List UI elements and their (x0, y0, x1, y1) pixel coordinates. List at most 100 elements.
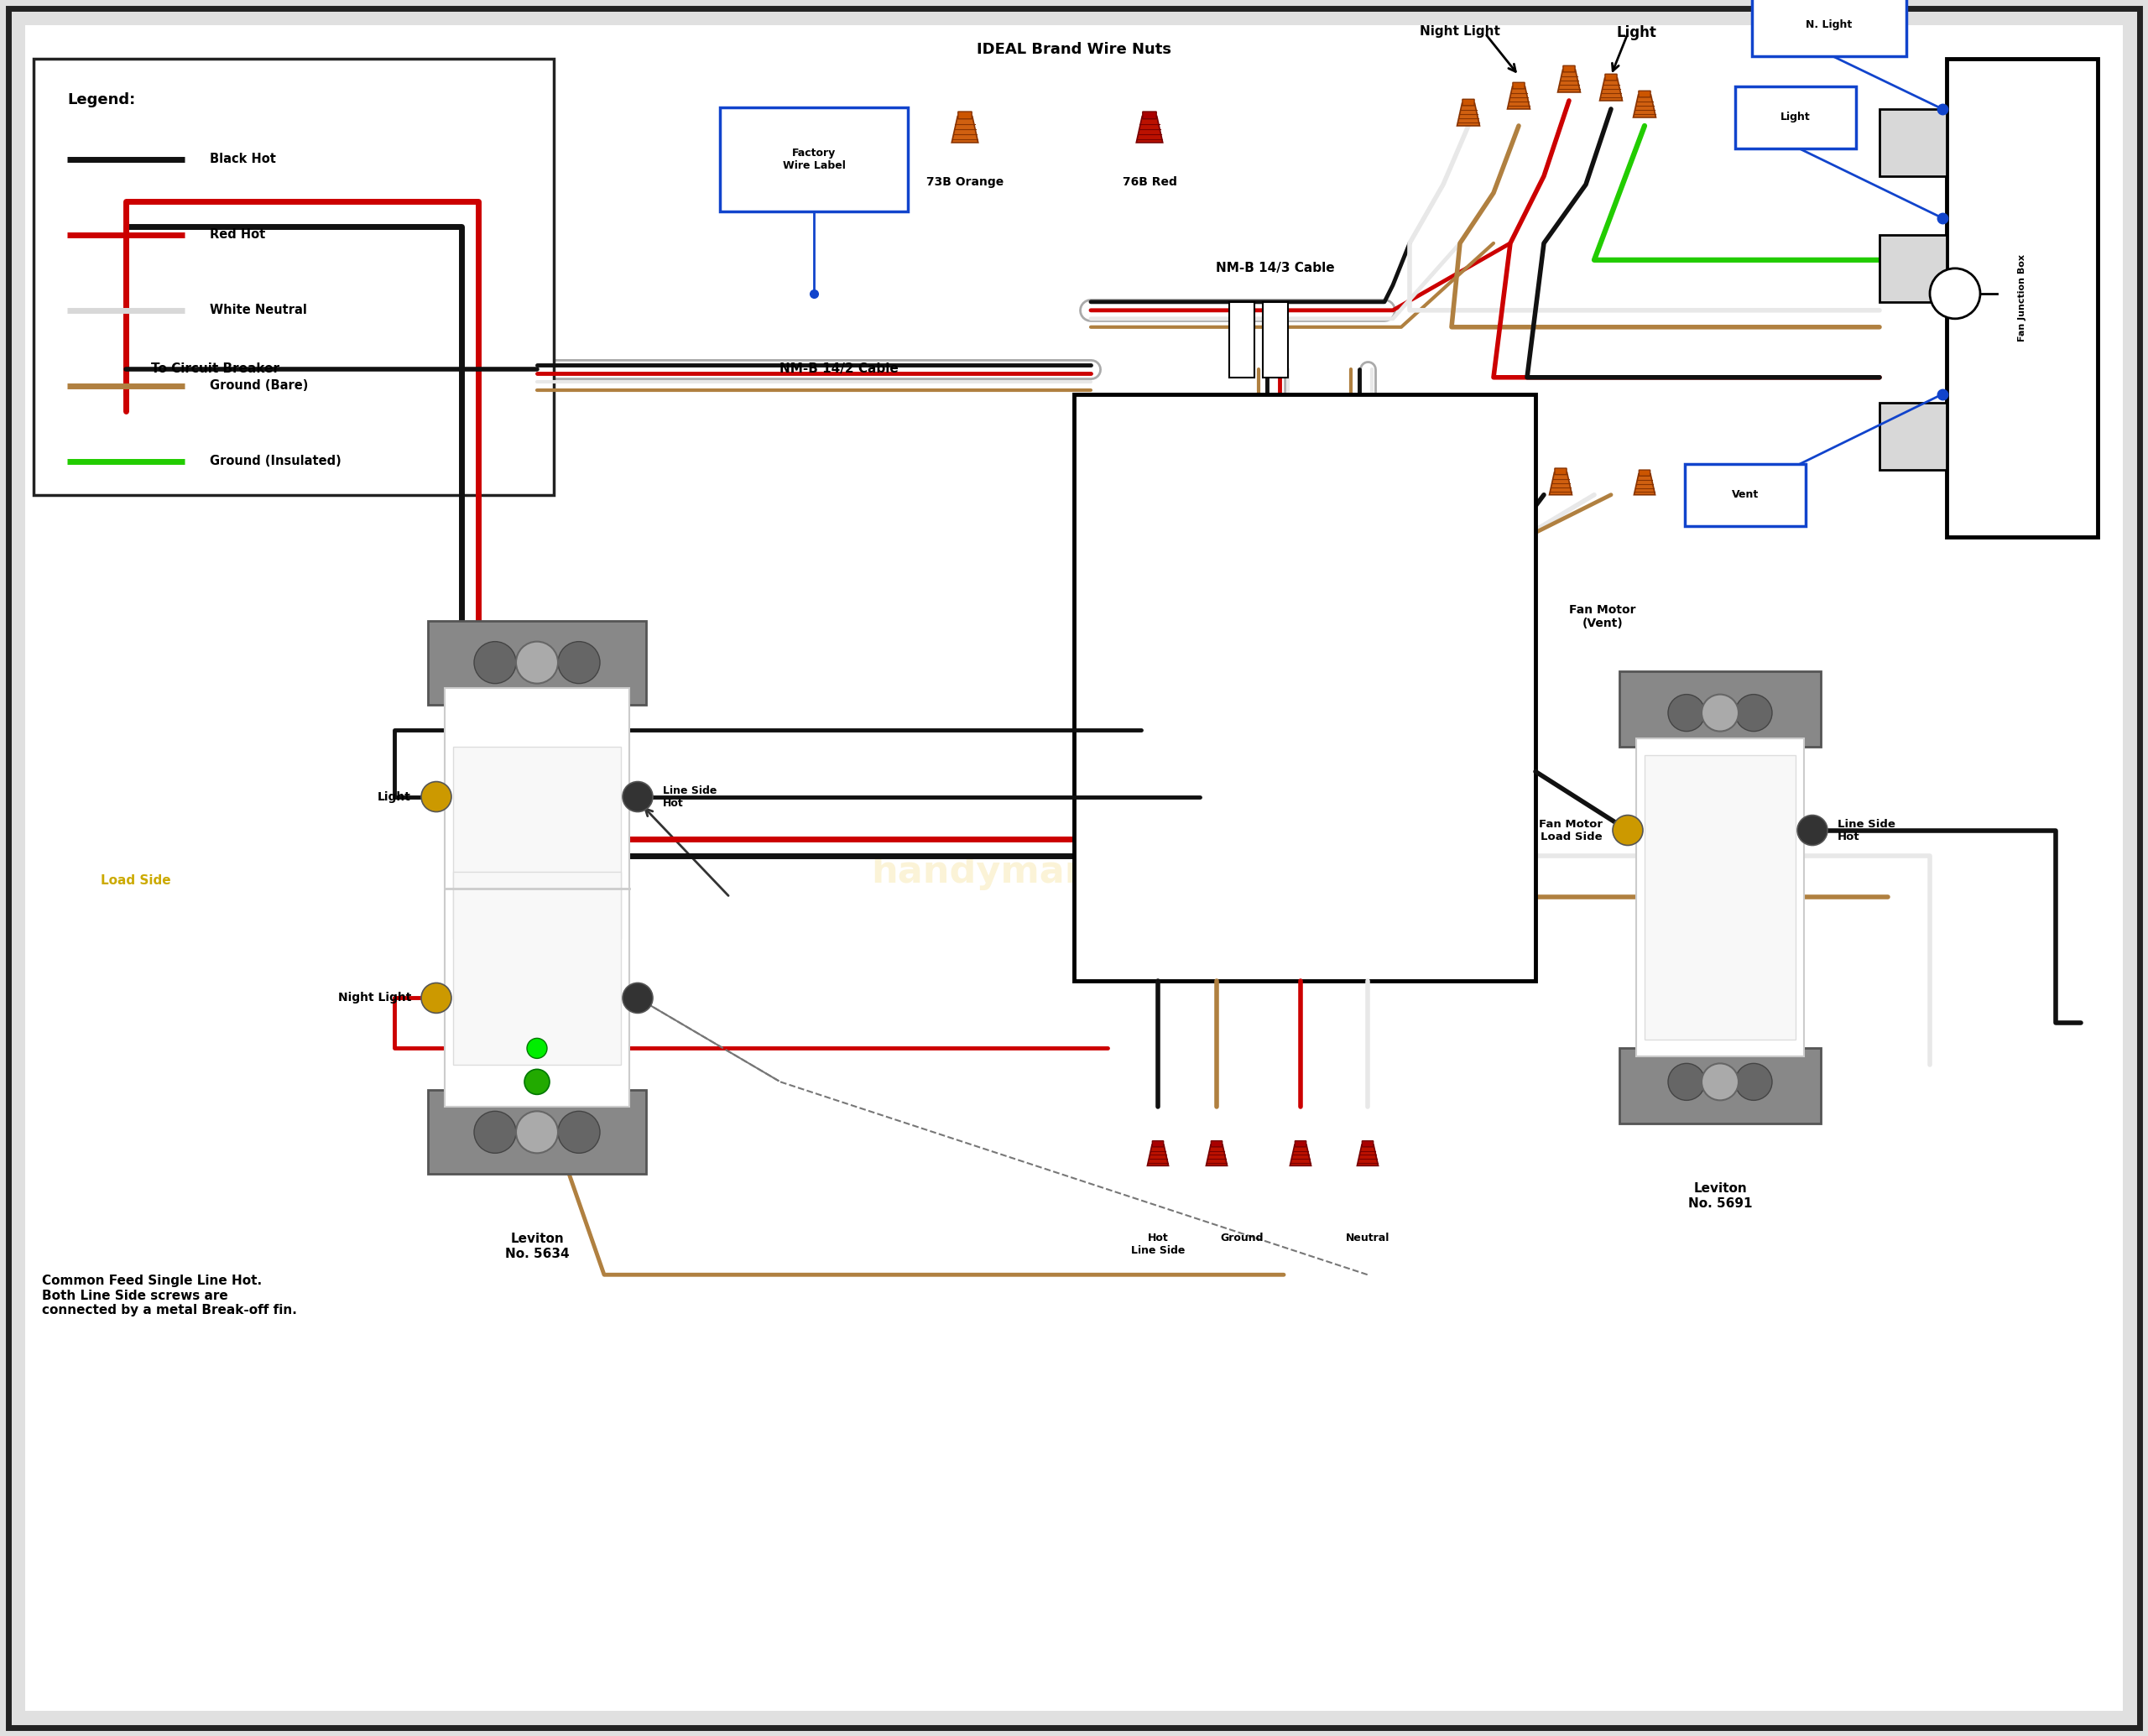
Bar (1645, 755, 1796, 1040)
Bar (445, 687, 629, 1108)
Bar (1342, 507, 1392, 533)
FancyBboxPatch shape (1684, 464, 1806, 526)
FancyBboxPatch shape (1512, 82, 1525, 89)
Text: Line Side
Hot: Line Side Hot (664, 785, 717, 809)
Circle shape (1701, 694, 1738, 731)
Text: Fan Junction Box: Fan Junction Box (2017, 253, 2026, 342)
Text: Common Feed Single Line Hot.
Both Line Side screws are
connected by a metal Brea: Common Feed Single Line Hot. Both Line S… (43, 1274, 296, 1316)
Text: Ground (Insulated): Ground (Insulated) (211, 455, 342, 467)
Polygon shape (1557, 69, 1581, 92)
FancyBboxPatch shape (1639, 90, 1650, 97)
Polygon shape (1291, 1144, 1310, 1165)
Text: Fan Motor
Load Side: Fan Motor Load Side (1538, 818, 1602, 842)
Text: 73B Orange: 73B Orange (926, 175, 1003, 187)
Circle shape (1669, 1064, 1706, 1101)
Text: Line Side
Hot: Line Side Hot (1837, 818, 1895, 842)
Text: Ground: Ground (1220, 1233, 1263, 1243)
Circle shape (1929, 269, 1980, 319)
FancyBboxPatch shape (1295, 1141, 1306, 1147)
Text: handymanhow.com: handymanhow.com (872, 854, 1276, 891)
Circle shape (1669, 694, 1706, 731)
Bar (1074, 394, 1536, 981)
Circle shape (421, 781, 451, 812)
Text: Red Hot: Red Hot (211, 229, 266, 241)
Bar (34, 59, 554, 495)
Text: Night Light: Night Light (337, 991, 410, 1003)
Bar (453, 871, 621, 1066)
Polygon shape (1632, 95, 1656, 118)
Circle shape (524, 1069, 550, 1094)
Text: 76B Red: 76B Red (1121, 175, 1177, 187)
Polygon shape (1147, 1144, 1169, 1165)
Text: NM-B 14/3 Cable: NM-B 14/3 Cable (1216, 262, 1334, 274)
Circle shape (1736, 694, 1772, 731)
Bar (1229, 302, 1254, 377)
Text: Vent: Vent (1731, 490, 1759, 500)
FancyBboxPatch shape (958, 111, 971, 120)
Polygon shape (1635, 474, 1656, 495)
Text: NM-B 14/2 Cable: NM-B 14/2 Cable (780, 363, 898, 375)
Bar (1637, 738, 1804, 1057)
Bar (1342, 465, 1392, 491)
Circle shape (1701, 1064, 1738, 1101)
Polygon shape (1358, 1144, 1379, 1165)
FancyBboxPatch shape (1639, 470, 1650, 476)
Text: IDEAL Brand Wire Nuts: IDEAL Brand Wire Nuts (977, 42, 1171, 57)
Bar (1880, 403, 1946, 470)
Polygon shape (1136, 116, 1162, 142)
Circle shape (475, 642, 516, 684)
Text: N. Light: N. Light (1806, 19, 1852, 31)
Circle shape (558, 1111, 599, 1153)
Polygon shape (1508, 87, 1529, 109)
Circle shape (623, 781, 653, 812)
Circle shape (558, 642, 599, 684)
Bar (1880, 109, 1946, 175)
FancyBboxPatch shape (1564, 66, 1574, 71)
Polygon shape (952, 116, 977, 142)
Text: Legend:: Legend: (67, 92, 135, 108)
Circle shape (1798, 816, 1828, 845)
Polygon shape (1456, 102, 1480, 125)
FancyBboxPatch shape (1362, 1141, 1373, 1147)
Text: NM-B 14/2
Cable: NM-B 14/2 Cable (1375, 549, 1443, 575)
FancyBboxPatch shape (1211, 1141, 1222, 1147)
Text: Black Hot: Black Hot (211, 153, 275, 165)
FancyBboxPatch shape (1555, 469, 1566, 474)
Text: Neutral: Neutral (1345, 1233, 1390, 1243)
Circle shape (526, 1038, 548, 1059)
FancyBboxPatch shape (1736, 87, 1856, 149)
FancyBboxPatch shape (1753, 0, 1907, 56)
Text: Night Light: Night Light (1420, 24, 1499, 38)
Circle shape (623, 983, 653, 1014)
Polygon shape (1600, 78, 1622, 101)
Bar (1620, 1049, 1822, 1123)
Text: Light: Light (1781, 111, 1811, 123)
Polygon shape (1205, 1144, 1227, 1165)
Polygon shape (1549, 472, 1572, 495)
Text: Light: Light (378, 792, 410, 802)
Text: Factory
Wire Label: Factory Wire Label (782, 148, 846, 172)
Text: Leviton
No. 5634: Leviton No. 5634 (505, 1233, 569, 1260)
FancyBboxPatch shape (1605, 75, 1617, 80)
Text: Ground (Bare): Ground (Bare) (211, 380, 309, 392)
Bar (1263, 302, 1289, 377)
Circle shape (516, 1111, 558, 1153)
Bar (453, 746, 621, 939)
Bar (1946, 59, 2099, 536)
Circle shape (1736, 1064, 1772, 1101)
Text: Light: Light (1615, 24, 1656, 40)
Bar (427, 620, 647, 705)
Text: Hot
Line Side: Hot Line Side (1130, 1233, 1186, 1257)
Text: Leviton
No. 5691: Leviton No. 5691 (1688, 1182, 1753, 1210)
Text: White Neutral: White Neutral (211, 304, 307, 316)
FancyBboxPatch shape (1143, 111, 1156, 120)
Circle shape (475, 1111, 516, 1153)
Bar (1620, 670, 1822, 746)
Circle shape (1613, 816, 1643, 845)
FancyBboxPatch shape (720, 108, 909, 212)
Circle shape (421, 983, 451, 1014)
Text: Load Side: Load Side (101, 875, 172, 887)
Bar (427, 1090, 647, 1174)
FancyBboxPatch shape (1151, 1141, 1164, 1147)
FancyBboxPatch shape (1463, 99, 1474, 106)
